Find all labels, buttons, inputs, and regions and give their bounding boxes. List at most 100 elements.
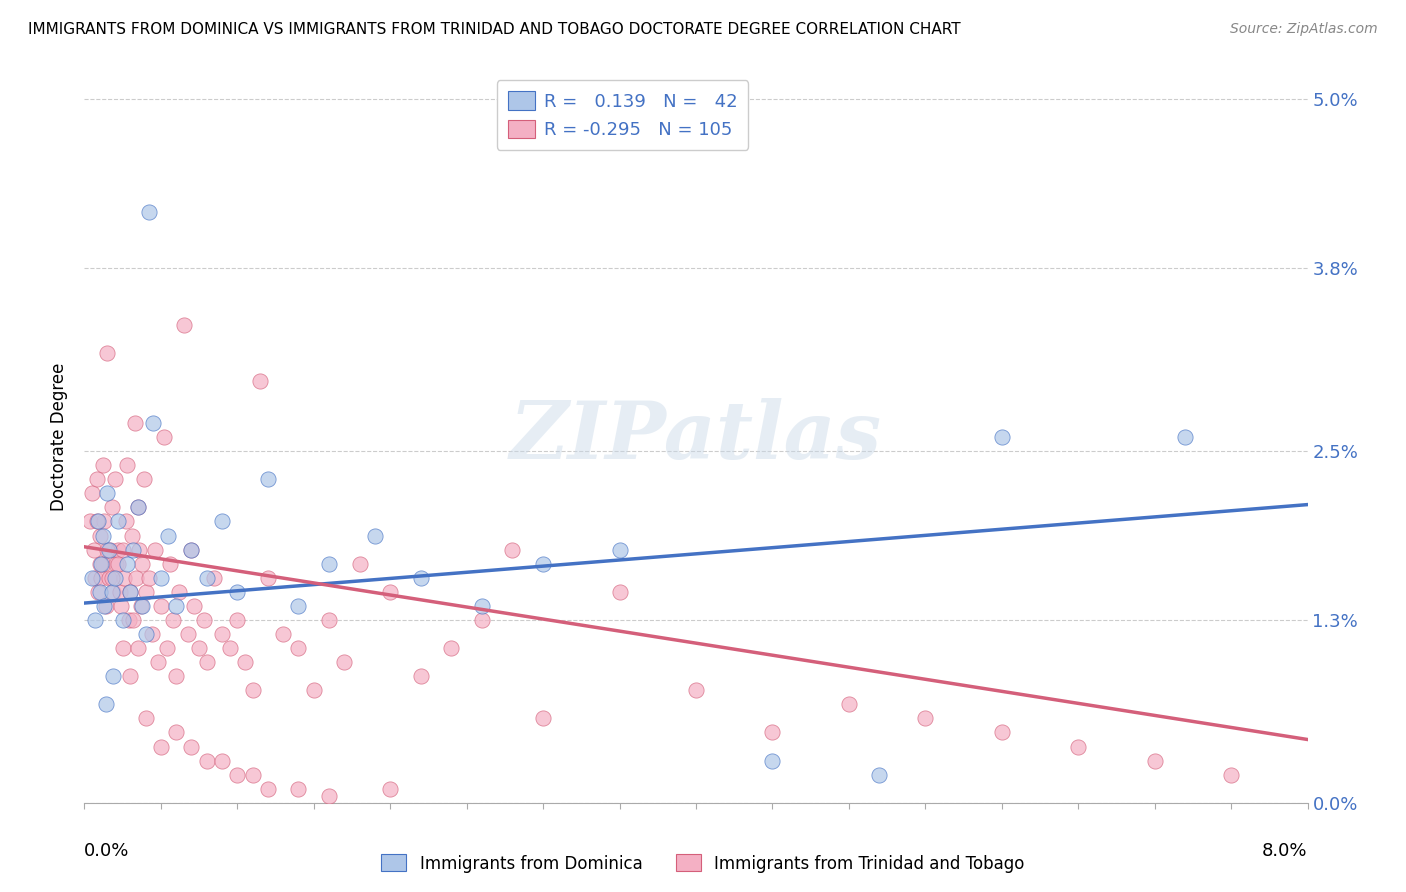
Point — [685, 683, 707, 698]
Point — [409, 669, 432, 683]
Point — [121, 528, 143, 542]
Point — [609, 584, 631, 599]
Point — [287, 781, 309, 796]
Point — [107, 515, 129, 529]
Point — [1067, 739, 1090, 754]
Point — [202, 571, 225, 585]
Point — [471, 613, 494, 627]
Point — [104, 472, 127, 486]
Point — [257, 571, 280, 585]
Point — [318, 557, 340, 571]
Point — [180, 542, 202, 557]
Point — [287, 641, 309, 656]
Point — [105, 557, 128, 571]
Point — [111, 542, 134, 557]
Point — [87, 584, 110, 599]
Point — [128, 542, 150, 557]
Point — [991, 430, 1014, 444]
Point — [531, 711, 554, 725]
Point — [1220, 767, 1243, 781]
Point — [127, 641, 149, 656]
Point — [80, 571, 103, 585]
Point — [195, 754, 218, 768]
Point — [869, 767, 891, 781]
Point — [162, 613, 184, 627]
Point — [142, 416, 165, 430]
Point — [211, 754, 233, 768]
Point — [132, 472, 155, 486]
Point — [165, 669, 187, 683]
Point — [146, 655, 169, 669]
Point — [91, 458, 114, 473]
Point — [838, 698, 860, 712]
Y-axis label: Doctorate Degree: Doctorate Degree — [51, 363, 69, 511]
Text: Source: ZipAtlas.com: Source: ZipAtlas.com — [1230, 22, 1378, 37]
Point — [96, 542, 118, 557]
Text: IMMIGRANTS FROM DOMINICA VS IMMIGRANTS FROM TRINIDAD AND TOBAGO DOCTORATE DEGREE: IMMIGRANTS FROM DOMINICA VS IMMIGRANTS F… — [28, 22, 960, 37]
Point — [226, 767, 249, 781]
Point — [173, 318, 195, 332]
Point — [129, 599, 152, 613]
Point — [165, 599, 187, 613]
Point — [249, 374, 271, 388]
Point — [211, 515, 233, 529]
Point — [609, 542, 631, 557]
Point — [98, 542, 121, 557]
Point — [242, 683, 264, 698]
Point — [135, 584, 157, 599]
Point — [257, 781, 280, 796]
Point — [333, 655, 356, 669]
Point — [83, 542, 105, 557]
Point — [103, 669, 125, 683]
Point — [108, 584, 131, 599]
Point — [84, 571, 107, 585]
Point — [138, 571, 160, 585]
Point — [177, 627, 200, 641]
Point — [349, 557, 371, 571]
Point — [271, 627, 294, 641]
Point — [104, 571, 127, 585]
Point — [86, 515, 108, 529]
Point — [120, 584, 142, 599]
Point — [122, 542, 145, 557]
Point — [111, 613, 134, 627]
Point — [218, 641, 240, 656]
Text: ZIPatlas: ZIPatlas — [510, 399, 882, 475]
Point — [257, 472, 280, 486]
Text: 0.0%: 0.0% — [84, 842, 129, 860]
Point — [149, 571, 172, 585]
Point — [761, 754, 783, 768]
Point — [318, 613, 340, 627]
Point — [135, 711, 157, 725]
Point — [180, 542, 202, 557]
Point — [101, 571, 124, 585]
Point — [131, 599, 153, 613]
Point — [138, 205, 160, 219]
Point — [193, 613, 215, 627]
Point — [153, 430, 176, 444]
Point — [380, 781, 402, 796]
Point — [103, 584, 125, 599]
Point — [80, 486, 103, 500]
Point — [318, 789, 340, 803]
Point — [195, 655, 218, 669]
Point — [471, 599, 494, 613]
Point — [761, 725, 783, 739]
Point — [89, 557, 111, 571]
Point — [1143, 754, 1166, 768]
Point — [94, 698, 117, 712]
Point — [110, 599, 132, 613]
Point — [364, 528, 387, 542]
Point — [122, 613, 145, 627]
Point — [87, 515, 110, 529]
Point — [141, 627, 163, 641]
Point — [440, 641, 463, 656]
Point — [167, 584, 190, 599]
Point — [97, 571, 120, 585]
Point — [127, 500, 149, 515]
Point — [991, 725, 1014, 739]
Point — [233, 655, 256, 669]
Point — [127, 500, 149, 515]
Point — [120, 669, 142, 683]
Point — [93, 515, 115, 529]
